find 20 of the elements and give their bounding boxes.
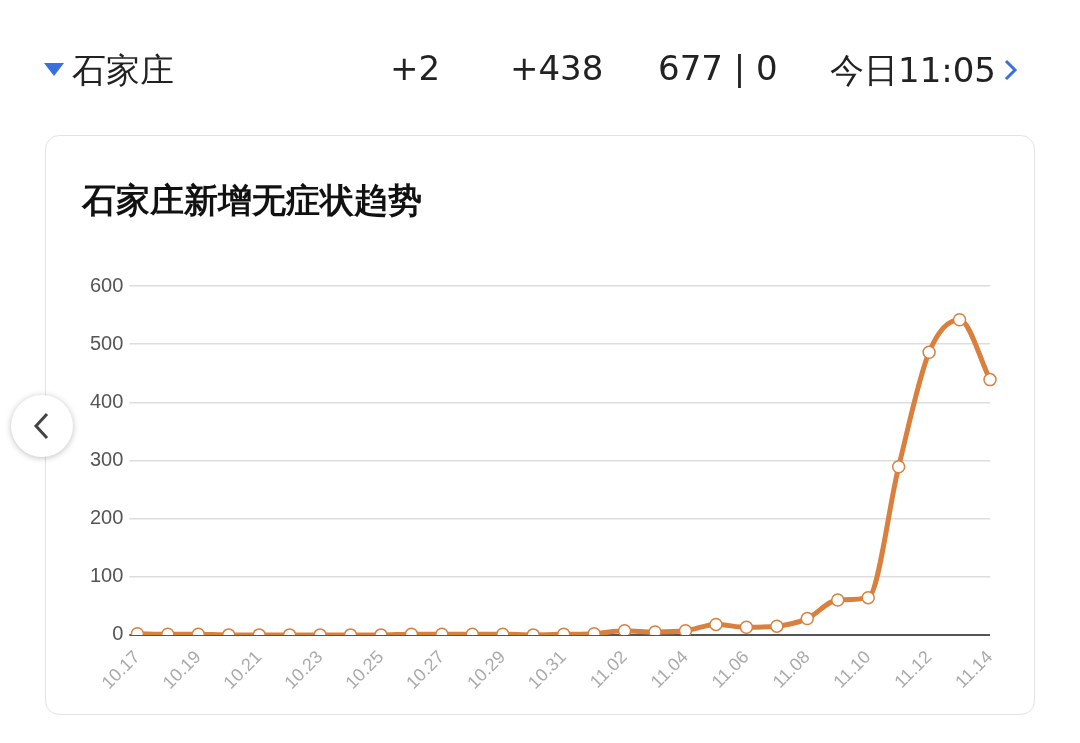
text: 677 | 0 (658, 48, 778, 88)
point (617, 624, 632, 635)
point (678, 624, 693, 635)
point (952, 312, 967, 327)
text: 石家庄 (72, 49, 174, 92)
point (922, 345, 936, 360)
point (891, 460, 906, 474)
y-tick-label: 100 (89, 564, 124, 587)
chart-title: 石家庄新增无症状趋势 (82, 179, 422, 222)
y-tick-label: 300 (89, 447, 124, 470)
y-tick-label: 500 (89, 331, 124, 354)
text: +2 (390, 48, 441, 88)
y-tick-label: 0 (112, 622, 124, 645)
text: +438 (510, 48, 604, 88)
text: 今日11:05 (830, 49, 996, 92)
point (983, 372, 997, 387)
y-tick-label: 400 (89, 389, 124, 412)
y-tick-label: 200 (89, 506, 124, 529)
point (648, 625, 662, 635)
y-tick-label: 600 (89, 273, 124, 296)
